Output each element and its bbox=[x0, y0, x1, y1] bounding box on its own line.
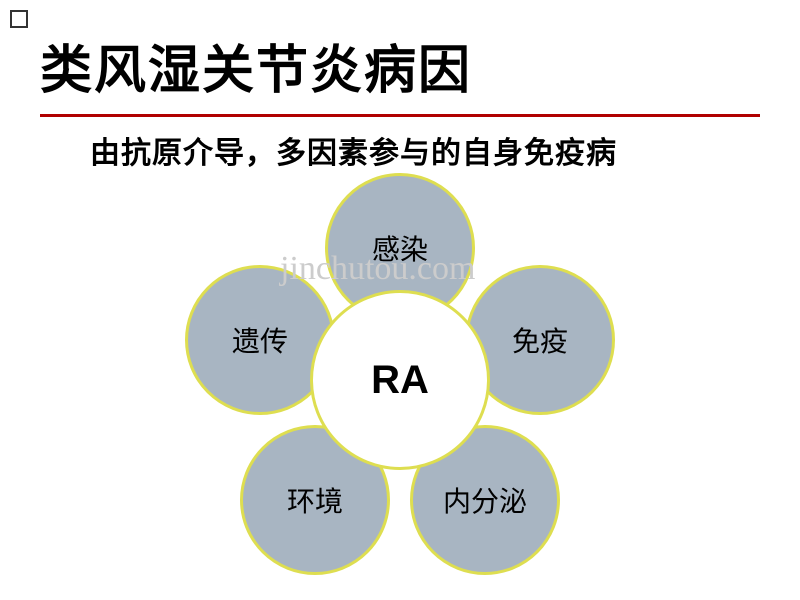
petal-label: 免疫 bbox=[512, 320, 568, 360]
center-node: RA bbox=[310, 290, 490, 470]
title-underline bbox=[40, 114, 760, 117]
petal-label: 感染 bbox=[372, 228, 428, 268]
ra-causes-diagram: 感染免疫内分泌 环境 遗传 RA bbox=[160, 170, 640, 590]
corner-decorative-box bbox=[10, 10, 28, 28]
page-title: 类风湿关节炎病因 bbox=[40, 28, 472, 103]
petal-label: 内分泌 bbox=[443, 480, 527, 520]
center-label: RA bbox=[371, 358, 429, 403]
page-subtitle: 由抗原介导，多因素参与的自身免疫病 bbox=[90, 128, 617, 172]
petal-label: 环境 bbox=[287, 480, 343, 520]
petal-label: 遗传 bbox=[232, 320, 288, 360]
